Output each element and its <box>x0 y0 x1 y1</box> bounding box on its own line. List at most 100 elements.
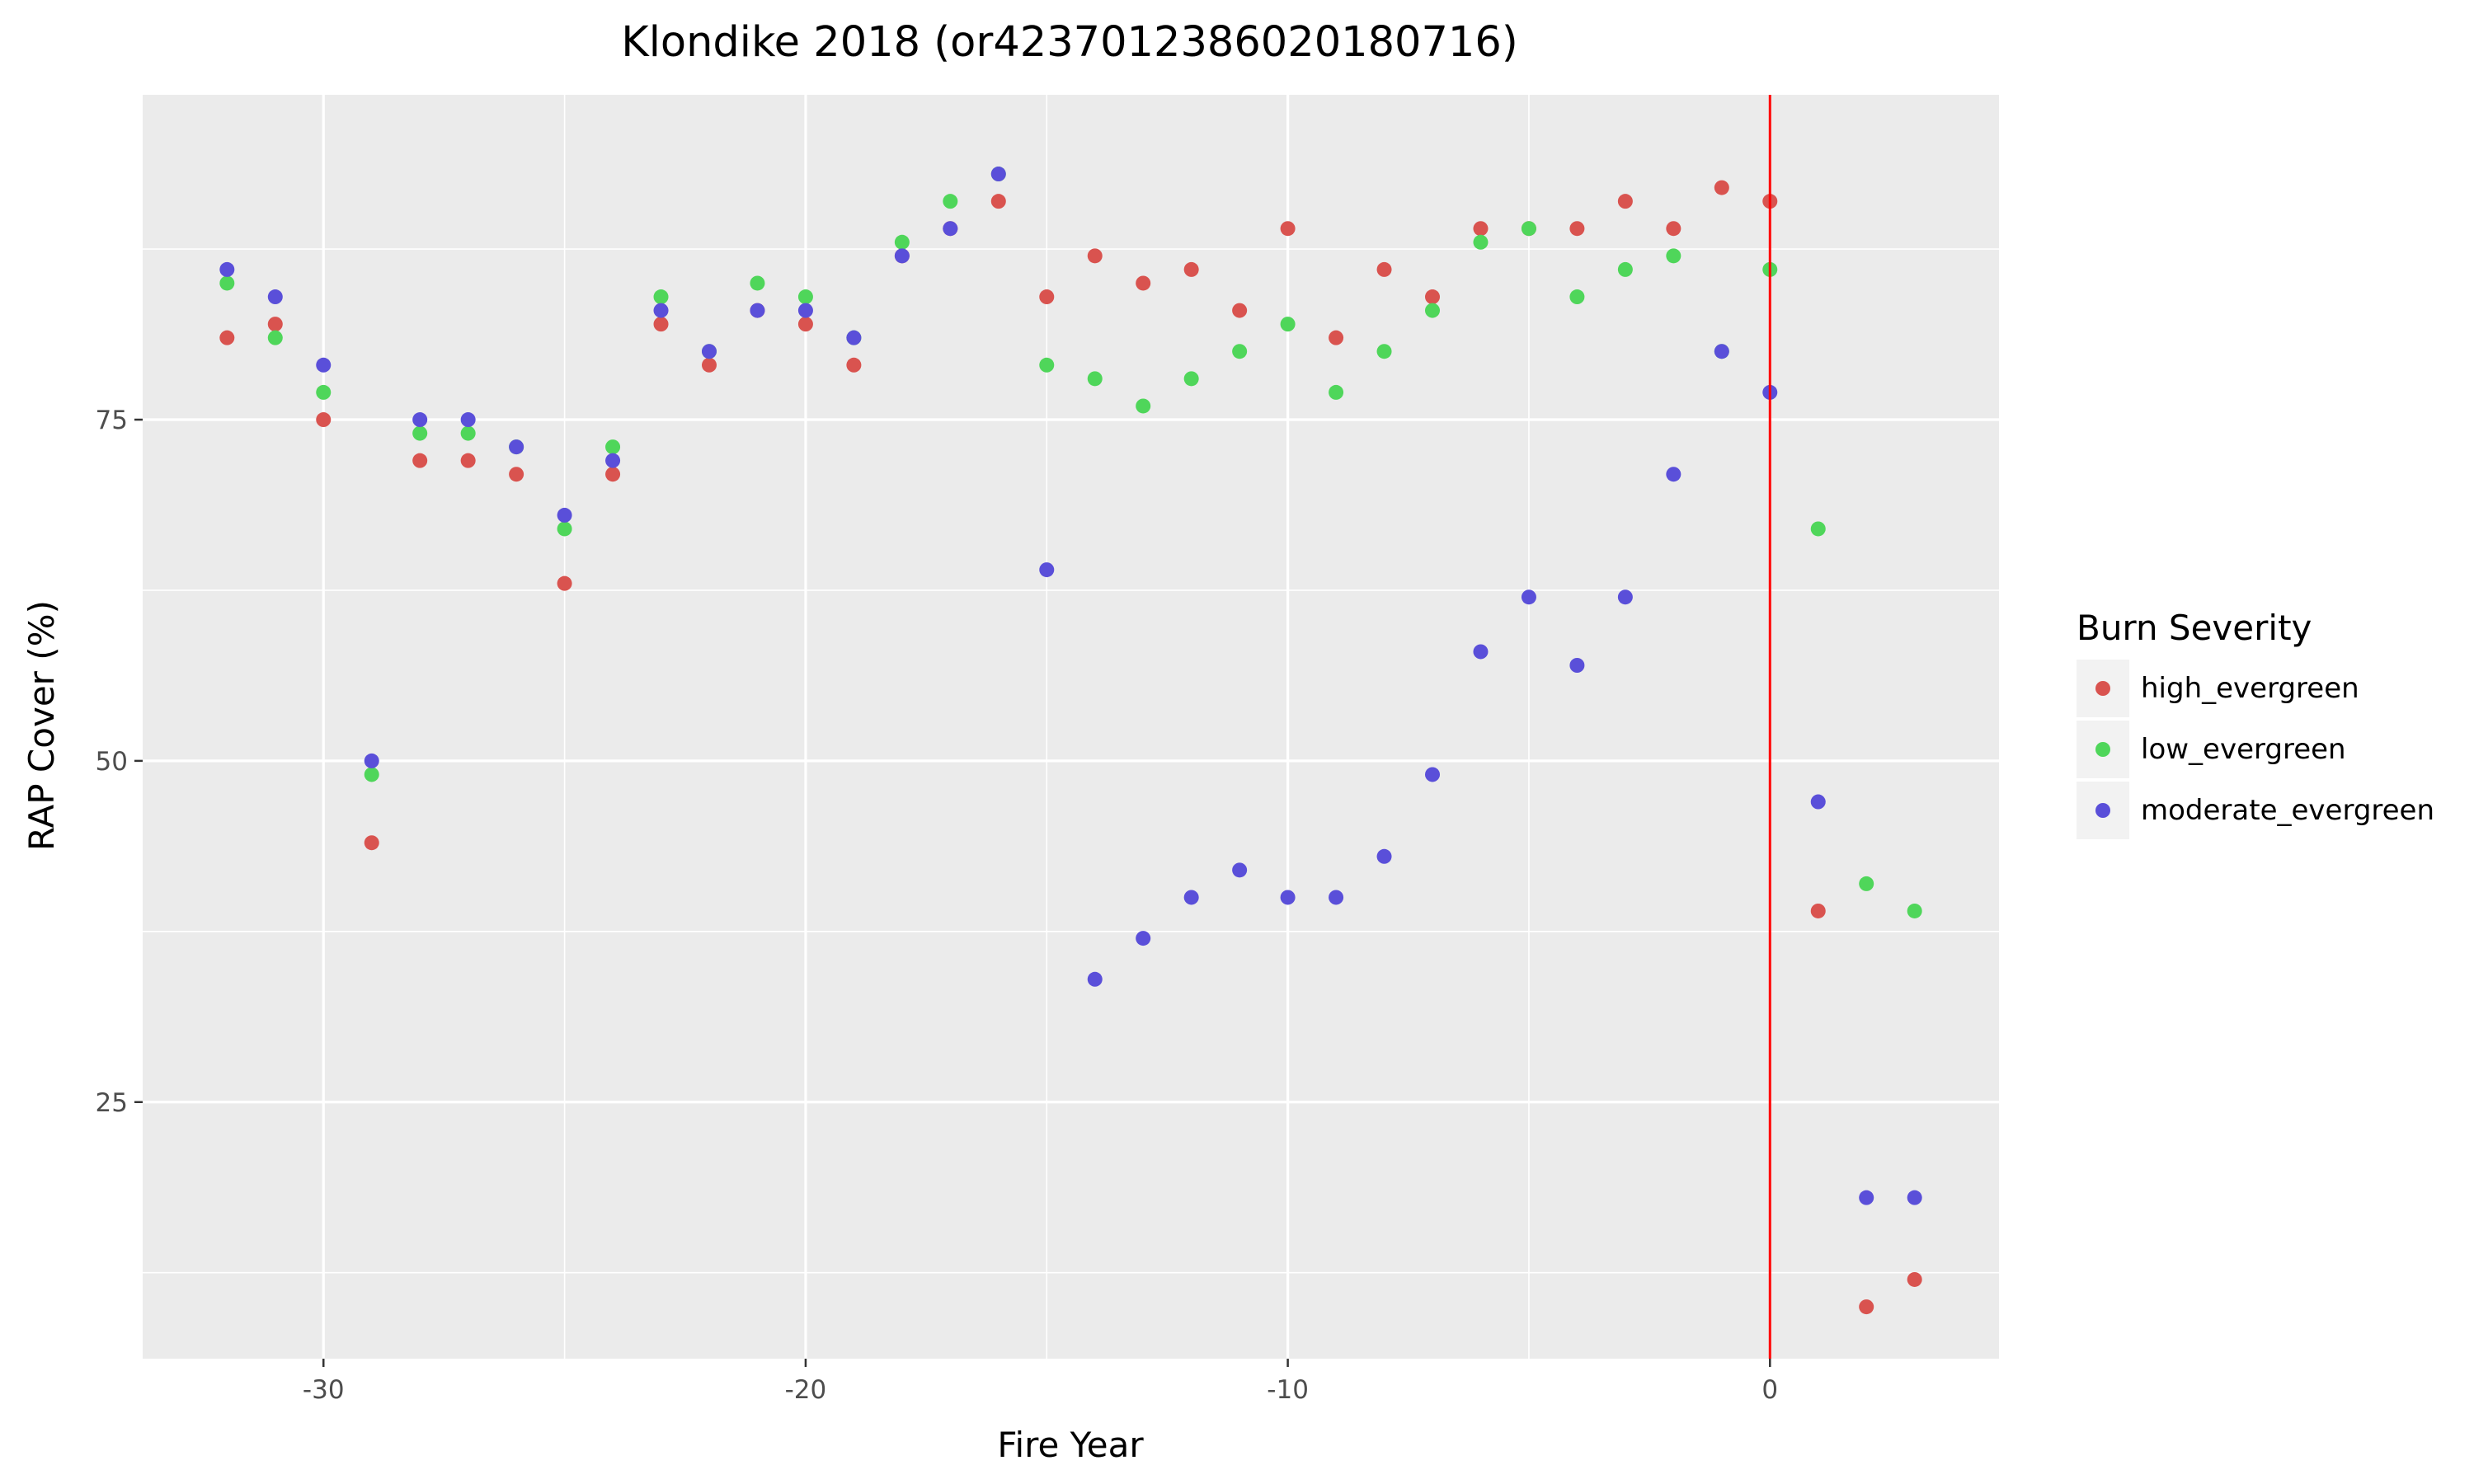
legend-item-low-evergreen: low_evergreen <box>2077 721 2346 778</box>
data-point <box>316 412 332 428</box>
data-point <box>1039 289 1055 305</box>
legend-label: low_evergreen <box>2141 733 2346 766</box>
y-tick-label: 50 <box>96 747 128 777</box>
data-point <box>894 248 910 264</box>
data-point <box>1617 194 1633 209</box>
legend-marker <box>2095 803 2110 818</box>
data-point <box>1617 261 1633 277</box>
data-point <box>605 439 621 455</box>
data-point <box>557 521 572 537</box>
data-point <box>605 453 621 468</box>
data-point <box>750 275 765 291</box>
x-tick-label: -30 <box>303 1375 345 1405</box>
data-point <box>460 425 476 441</box>
data-point <box>412 425 428 441</box>
x-tick-label: -10 <box>1267 1375 1309 1405</box>
legend-marker <box>2095 742 2110 757</box>
plot-panel <box>143 95 1999 1359</box>
data-point <box>1183 371 1199 387</box>
data-point <box>1329 330 1344 345</box>
data-point <box>1714 344 1729 359</box>
x-tick-label: 0 <box>1761 1375 1778 1405</box>
data-point <box>1039 562 1055 578</box>
data-point <box>1810 521 1826 537</box>
x-tick-label: -20 <box>785 1375 827 1405</box>
x-axis-label: Fire Year <box>997 1425 1144 1465</box>
data-point <box>1907 1271 1922 1287</box>
data-point <box>1329 890 1344 905</box>
data-point <box>412 453 428 468</box>
data-point <box>1859 1299 1874 1315</box>
data-point <box>1280 221 1296 237</box>
data-point <box>1666 221 1681 237</box>
data-point <box>1087 371 1103 387</box>
data-point <box>653 303 669 318</box>
legend-item-moderate-evergreen: moderate_evergreen <box>2077 782 2434 839</box>
series-moderate-evergreen <box>219 167 1922 1205</box>
legend-entries: high_evergreen low_evergreen moderate_ever… <box>2077 660 2434 839</box>
data-point <box>1087 248 1103 264</box>
data-points <box>219 95 1922 1359</box>
legend-label: high_evergreen <box>2141 672 2359 705</box>
data-point <box>1039 357 1055 373</box>
legend-marker <box>2095 681 2110 696</box>
data-point <box>1569 221 1585 237</box>
data-point <box>797 317 813 332</box>
data-point <box>990 194 1006 209</box>
data-point <box>557 575 572 591</box>
legend-label: moderate_evergreen <box>2141 794 2434 827</box>
data-point <box>460 453 476 468</box>
data-point <box>1232 344 1248 359</box>
legend-item-high-evergreen: high_evergreen <box>2077 660 2359 717</box>
data-point <box>750 303 765 318</box>
data-point <box>316 384 332 400</box>
data-point <box>509 439 524 455</box>
data-point <box>460 412 476 428</box>
data-point <box>364 835 379 851</box>
data-point <box>412 412 428 428</box>
data-point <box>894 234 910 250</box>
data-point <box>1425 303 1441 318</box>
data-point <box>1232 303 1248 318</box>
data-point <box>1376 848 1392 864</box>
data-point <box>653 317 669 332</box>
data-point <box>267 289 283 305</box>
y-axis-label: RAP Cover (%) <box>21 600 62 851</box>
data-point <box>1810 903 1826 918</box>
data-point <box>1136 398 1151 414</box>
data-point <box>219 275 235 291</box>
data-point <box>1473 221 1489 237</box>
data-point <box>364 753 379 768</box>
data-point <box>1714 180 1729 195</box>
data-point <box>1859 876 1874 891</box>
data-point <box>1810 794 1826 810</box>
data-point <box>1473 234 1489 250</box>
data-point <box>1617 589 1633 605</box>
data-point <box>990 167 1006 182</box>
data-point <box>364 767 379 782</box>
data-point <box>316 357 332 373</box>
x-axis: -30 -20 -10 0 <box>303 1359 1778 1405</box>
data-point <box>1329 384 1344 400</box>
data-point <box>1569 289 1585 305</box>
data-point <box>1425 767 1441 782</box>
data-point <box>701 344 717 359</box>
legend: Burn Severity high_evergreen low_evergree… <box>2077 608 2434 839</box>
data-point <box>1473 644 1489 660</box>
data-point <box>797 303 813 318</box>
data-point <box>1907 903 1922 918</box>
data-point <box>1666 248 1681 264</box>
chart-title: Klondike 2018 (or4237012386020180716) <box>621 18 1517 67</box>
data-point <box>1521 589 1536 605</box>
data-point <box>943 194 958 209</box>
data-point <box>605 467 621 482</box>
data-point <box>267 330 283 345</box>
data-point <box>1859 1190 1874 1205</box>
data-point <box>653 289 669 305</box>
data-point <box>1376 261 1392 277</box>
data-point <box>1425 289 1441 305</box>
data-point <box>943 221 958 237</box>
data-point <box>797 289 813 305</box>
data-point <box>509 467 524 482</box>
